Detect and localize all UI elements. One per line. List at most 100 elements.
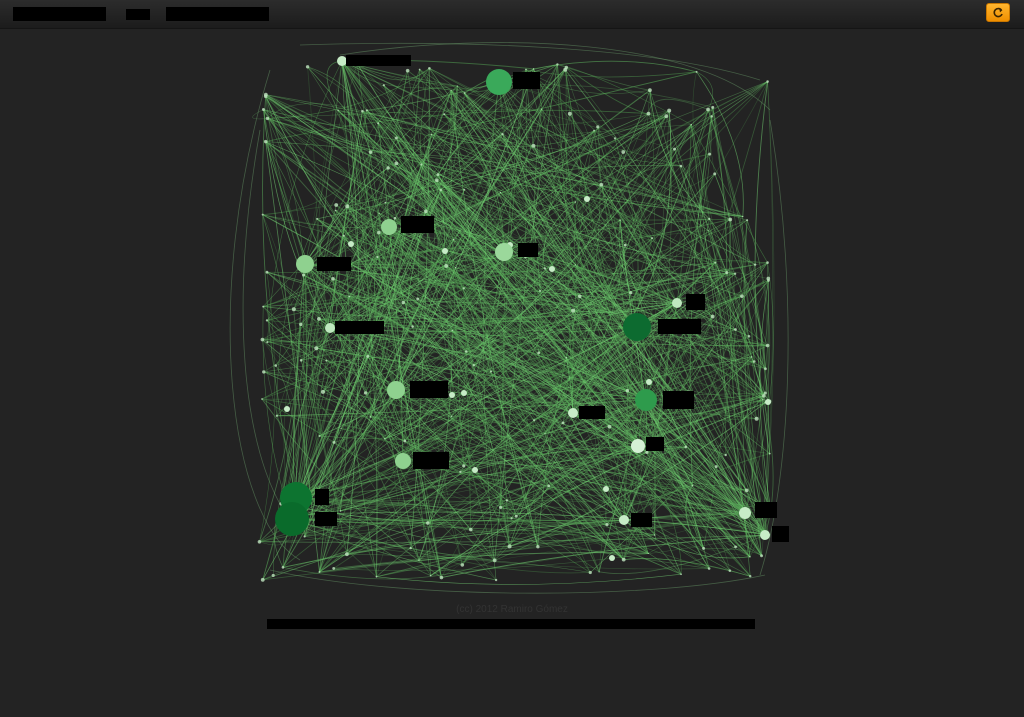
graph-link xyxy=(300,232,380,361)
graph-link xyxy=(259,324,302,542)
graph-link xyxy=(729,219,766,394)
graph-minor-node[interactable] xyxy=(609,555,615,561)
graph-link xyxy=(304,110,670,265)
nav-link-redacted[interactable] xyxy=(126,9,150,20)
graph-point xyxy=(651,237,654,240)
graph-link xyxy=(295,329,736,499)
graph-link xyxy=(349,263,639,447)
graph-minor-node[interactable] xyxy=(549,266,555,272)
graph-point xyxy=(384,201,387,204)
graph-node-7[interactable] xyxy=(623,313,651,341)
graph-link xyxy=(525,256,678,304)
graph-link xyxy=(310,498,710,569)
graph-link xyxy=(562,126,601,423)
graph-link xyxy=(406,217,765,397)
graph-link xyxy=(544,433,625,521)
graph-link xyxy=(337,110,736,548)
graph-point xyxy=(316,317,321,321)
graph-link xyxy=(463,288,472,530)
graph-link xyxy=(590,395,764,573)
graph-link xyxy=(341,60,442,578)
graph-link xyxy=(322,67,567,393)
graph-minor-node[interactable] xyxy=(584,196,590,202)
graph-link xyxy=(262,214,311,499)
graph-point xyxy=(646,111,651,116)
graph-link xyxy=(345,110,670,326)
graph-link xyxy=(267,118,743,217)
graph-link xyxy=(396,163,746,514)
graph-link xyxy=(259,272,276,542)
footer-bar-redacted xyxy=(267,619,755,629)
graph-link xyxy=(305,511,770,536)
graph-minor-node[interactable] xyxy=(603,486,609,492)
graph-link xyxy=(262,339,766,536)
graph-minor-node[interactable] xyxy=(461,390,467,396)
graph-node-1[interactable] xyxy=(486,69,512,95)
graph-minor-node[interactable] xyxy=(348,241,354,247)
graph-point xyxy=(460,563,465,567)
graph-link xyxy=(329,111,363,329)
graph-point xyxy=(339,510,342,512)
graph-point xyxy=(629,291,633,295)
graph-link xyxy=(690,124,768,263)
graph-link xyxy=(316,218,467,352)
graph-node-3[interactable] xyxy=(296,255,314,273)
graph-link xyxy=(332,278,639,447)
graph-link xyxy=(494,446,687,561)
graph-link xyxy=(263,371,746,514)
graph-minor-node[interactable] xyxy=(442,248,448,254)
graph-point xyxy=(378,212,380,214)
graph-point xyxy=(567,111,572,116)
graph-node-2[interactable] xyxy=(381,219,397,235)
graph-link xyxy=(506,500,682,575)
graph-minor-node[interactable] xyxy=(472,467,478,473)
graph-link xyxy=(262,265,447,340)
graph-point xyxy=(607,424,612,429)
graph-node-6[interactable] xyxy=(325,323,335,333)
graph-link xyxy=(395,68,535,391)
node-label-redacted-1 xyxy=(513,72,540,89)
graph-minor-node[interactable] xyxy=(284,406,290,412)
graph-node-10[interactable] xyxy=(568,408,578,418)
graph-link xyxy=(267,110,670,130)
graph-link xyxy=(265,94,751,577)
graph-link xyxy=(349,259,768,265)
graph-point xyxy=(708,152,712,156)
graph-link xyxy=(761,81,775,556)
graph-minor-node[interactable] xyxy=(646,379,652,385)
refresh-button[interactable] xyxy=(986,3,1010,22)
graph-point xyxy=(426,521,430,525)
graph-node-17[interactable] xyxy=(760,530,770,540)
graph-point xyxy=(596,125,600,129)
graph-point xyxy=(345,204,350,209)
graph-link xyxy=(503,116,712,253)
graph-link xyxy=(425,133,503,212)
graph-link xyxy=(425,211,600,573)
graph-node-0[interactable] xyxy=(337,56,347,66)
graph-link xyxy=(680,165,709,231)
graph-minor-node[interactable] xyxy=(449,392,455,398)
graph-node-9[interactable] xyxy=(635,389,657,411)
nav-link-redacted-2[interactable] xyxy=(166,7,269,21)
graph-node-16[interactable] xyxy=(739,507,751,519)
graph-point xyxy=(742,215,744,218)
graph-link xyxy=(319,115,667,573)
graph-link xyxy=(395,389,497,581)
graph-link xyxy=(742,216,766,536)
graph-link xyxy=(450,90,505,253)
graph-node-15[interactable] xyxy=(619,515,629,525)
graph-minor-node[interactable] xyxy=(765,399,771,405)
graph-link xyxy=(307,66,379,124)
graph-link xyxy=(525,256,649,554)
graph-node-12[interactable] xyxy=(395,453,411,469)
graph-node-4[interactable] xyxy=(495,243,513,261)
graph-node-11[interactable] xyxy=(631,439,645,453)
graph-node-5[interactable] xyxy=(672,298,682,308)
graph-link xyxy=(265,94,638,328)
graph-node-14[interactable] xyxy=(275,502,309,536)
graph-link xyxy=(265,141,317,349)
graph-links xyxy=(229,42,789,594)
graph-node-8[interactable] xyxy=(387,381,405,399)
graph-link xyxy=(376,256,512,519)
graph-point xyxy=(424,209,428,214)
